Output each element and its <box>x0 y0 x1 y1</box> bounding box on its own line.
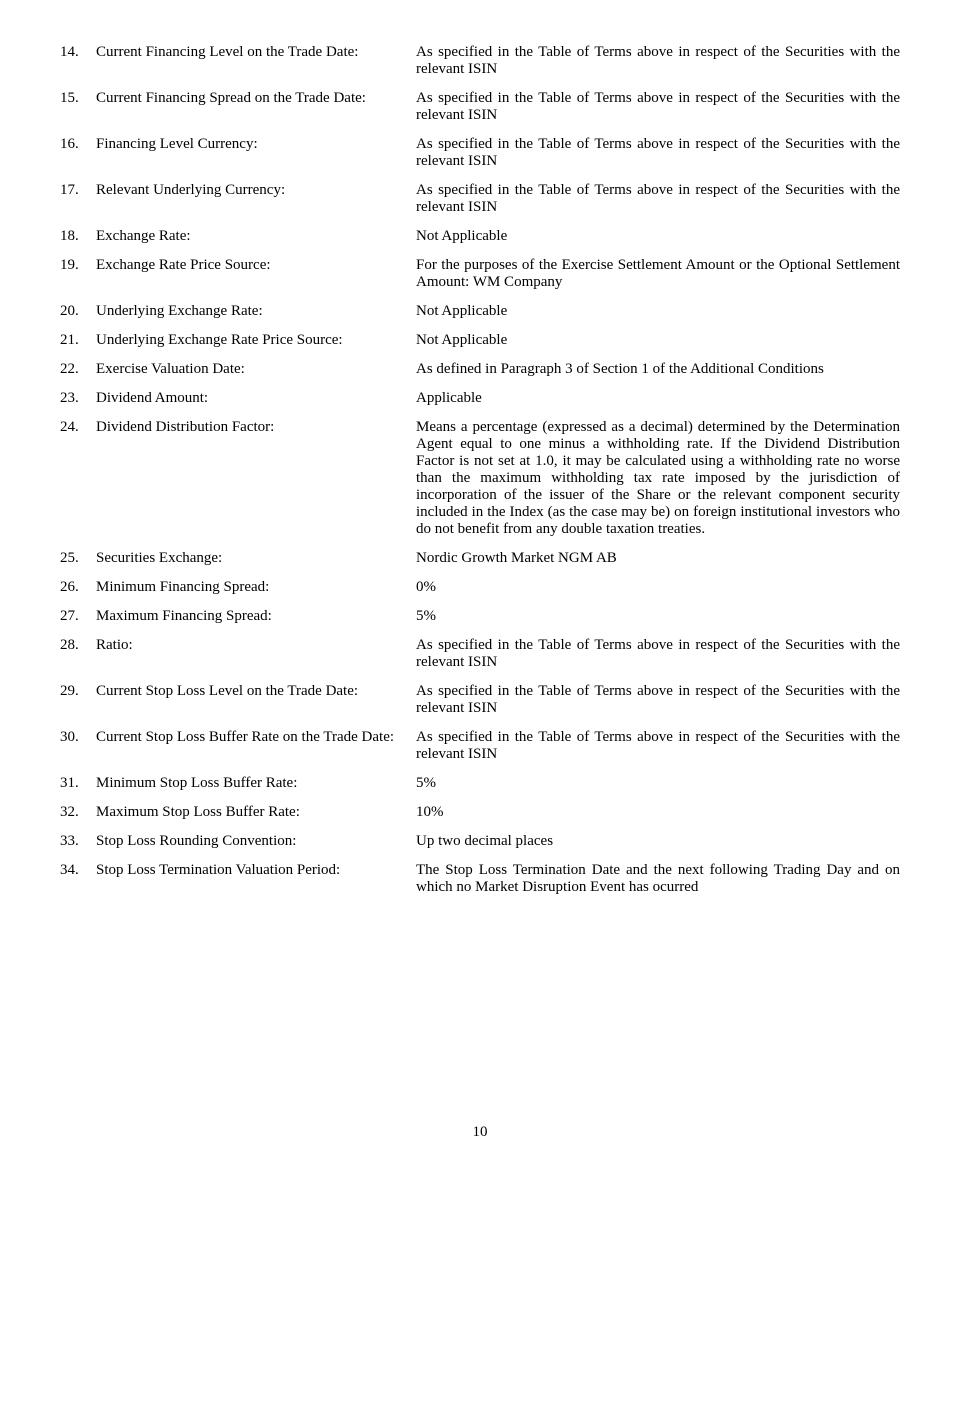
term-value: As specified in the Table of Terms above… <box>416 132 900 178</box>
term-label: Exercise Valuation Date: <box>96 357 416 386</box>
term-value: As specified in the Table of Terms above… <box>416 679 900 725</box>
term-number: 28. <box>60 633 96 679</box>
term-number: 30. <box>60 725 96 771</box>
term-label: Current Financing Level on the Trade Dat… <box>96 40 416 86</box>
term-row: 14.Current Financing Level on the Trade … <box>60 40 900 86</box>
term-value: Up two decimal places <box>416 829 900 858</box>
term-label: Minimum Financing Spread: <box>96 575 416 604</box>
term-value: Not Applicable <box>416 328 900 357</box>
term-value: Not Applicable <box>416 299 900 328</box>
term-label: Underlying Exchange Rate Price Source: <box>96 328 416 357</box>
term-number: 16. <box>60 132 96 178</box>
term-number: 15. <box>60 86 96 132</box>
term-row: 29.Current Stop Loss Level on the Trade … <box>60 679 900 725</box>
term-label: Current Financing Spread on the Trade Da… <box>96 86 416 132</box>
term-number: 22. <box>60 357 96 386</box>
term-value: Not Applicable <box>416 224 900 253</box>
term-value: Applicable <box>416 386 900 415</box>
term-number: 19. <box>60 253 96 299</box>
term-number: 26. <box>60 575 96 604</box>
term-label: Maximum Financing Spread: <box>96 604 416 633</box>
term-row: 24.Dividend Distribution Factor:Means a … <box>60 415 900 546</box>
term-number: 23. <box>60 386 96 415</box>
term-value: 10% <box>416 800 900 829</box>
terms-table: 14.Current Financing Level on the Trade … <box>60 40 900 904</box>
term-number: 27. <box>60 604 96 633</box>
term-row: 33.Stop Loss Rounding Convention:Up two … <box>60 829 900 858</box>
term-value: The Stop Loss Termination Date and the n… <box>416 858 900 904</box>
term-label: Maximum Stop Loss Buffer Rate: <box>96 800 416 829</box>
term-label: Stop Loss Termination Valuation Period: <box>96 858 416 904</box>
term-label: Stop Loss Rounding Convention: <box>96 829 416 858</box>
term-value: Nordic Growth Market NGM AB <box>416 546 900 575</box>
term-label: Financing Level Currency: <box>96 132 416 178</box>
term-value: As specified in the Table of Terms above… <box>416 40 900 86</box>
term-row: 22.Exercise Valuation Date:As defined in… <box>60 357 900 386</box>
term-number: 24. <box>60 415 96 546</box>
term-label: Exchange Rate: <box>96 224 416 253</box>
term-number: 18. <box>60 224 96 253</box>
term-number: 34. <box>60 858 96 904</box>
term-row: 16.Financing Level Currency:As specified… <box>60 132 900 178</box>
term-row: 18.Exchange Rate:Not Applicable <box>60 224 900 253</box>
term-label: Minimum Stop Loss Buffer Rate: <box>96 771 416 800</box>
term-number: 17. <box>60 178 96 224</box>
term-row: 26.Minimum Financing Spread:0% <box>60 575 900 604</box>
term-value: As specified in the Table of Terms above… <box>416 86 900 132</box>
term-row: 27.Maximum Financing Spread:5% <box>60 604 900 633</box>
term-row: 25.Securities Exchange:Nordic Growth Mar… <box>60 546 900 575</box>
term-value: As defined in Paragraph 3 of Section 1 o… <box>416 357 900 386</box>
term-value: As specified in the Table of Terms above… <box>416 725 900 771</box>
term-row: 31.Minimum Stop Loss Buffer Rate:5% <box>60 771 900 800</box>
term-number: 25. <box>60 546 96 575</box>
term-number: 29. <box>60 679 96 725</box>
term-label: Current Stop Loss Level on the Trade Dat… <box>96 679 416 725</box>
term-number: 32. <box>60 800 96 829</box>
term-value: Means a percentage (expressed as a decim… <box>416 415 900 546</box>
term-row: 21.Underlying Exchange Rate Price Source… <box>60 328 900 357</box>
term-label: Dividend Distribution Factor: <box>96 415 416 546</box>
term-row: 34.Stop Loss Termination Valuation Perio… <box>60 858 900 904</box>
term-row: 32.Maximum Stop Loss Buffer Rate:10% <box>60 800 900 829</box>
term-number: 31. <box>60 771 96 800</box>
term-value: 0% <box>416 575 900 604</box>
term-row: 17.Relevant Underlying Currency:As speci… <box>60 178 900 224</box>
term-row: 30.Current Stop Loss Buffer Rate on the … <box>60 725 900 771</box>
term-label: Securities Exchange: <box>96 546 416 575</box>
term-value: 5% <box>416 771 900 800</box>
page-number: 10 <box>60 1124 900 1141</box>
term-value: For the purposes of the Exercise Settlem… <box>416 253 900 299</box>
term-number: 20. <box>60 299 96 328</box>
term-label: Underlying Exchange Rate: <box>96 299 416 328</box>
term-row: 20.Underlying Exchange Rate:Not Applicab… <box>60 299 900 328</box>
term-row: 23.Dividend Amount:Applicable <box>60 386 900 415</box>
term-value: As specified in the Table of Terms above… <box>416 633 900 679</box>
term-number: 33. <box>60 829 96 858</box>
term-label: Relevant Underlying Currency: <box>96 178 416 224</box>
term-row: 15.Current Financing Spread on the Trade… <box>60 86 900 132</box>
term-label: Ratio: <box>96 633 416 679</box>
term-value: As specified in the Table of Terms above… <box>416 178 900 224</box>
term-label: Current Stop Loss Buffer Rate on the Tra… <box>96 725 416 771</box>
term-label: Dividend Amount: <box>96 386 416 415</box>
term-row: 19.Exchange Rate Price Source:For the pu… <box>60 253 900 299</box>
term-number: 14. <box>60 40 96 86</box>
term-value: 5% <box>416 604 900 633</box>
term-row: 28.Ratio:As specified in the Table of Te… <box>60 633 900 679</box>
term-label: Exchange Rate Price Source: <box>96 253 416 299</box>
term-number: 21. <box>60 328 96 357</box>
